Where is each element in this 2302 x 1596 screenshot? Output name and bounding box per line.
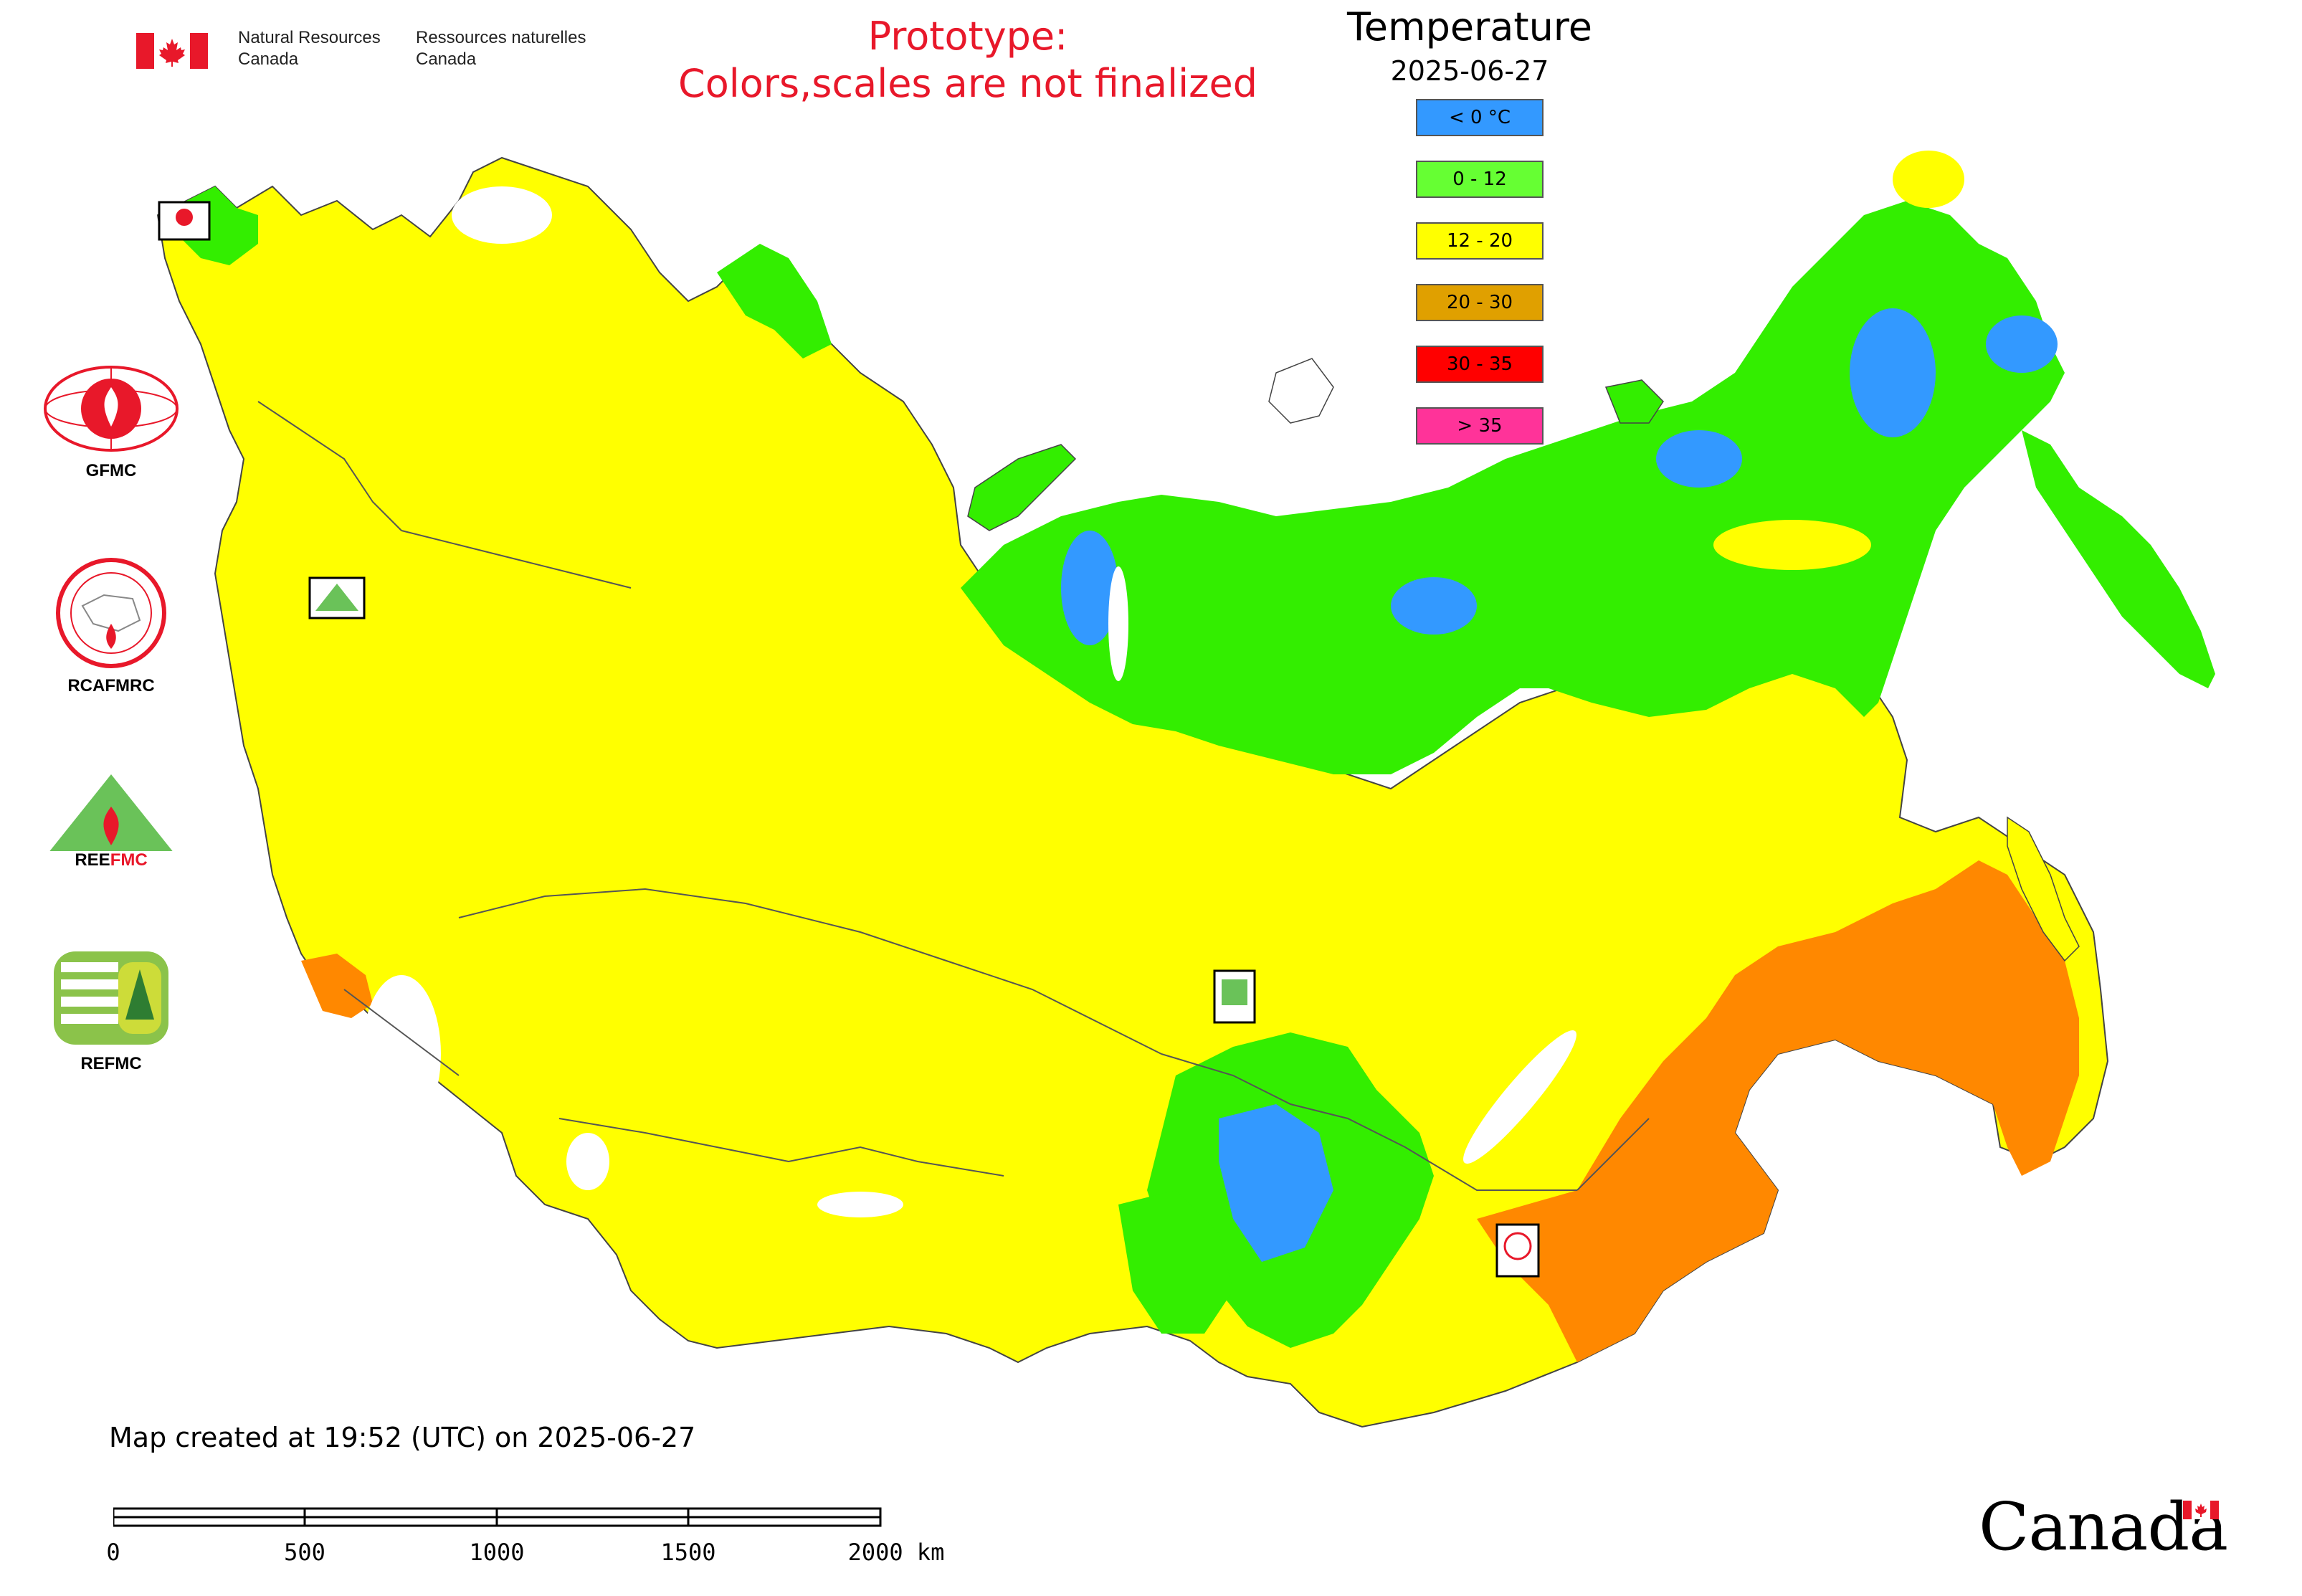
region-warm-north-patch [1713,520,1871,570]
reefmc-emblem-icon: REEFMC [32,774,190,870]
scale-label-2000: 2000 km [847,1539,945,1566]
wordmark-flag-icon [2183,1501,2219,1519]
rcafmrc-label: RCAFMRC [67,676,155,695]
white-sea [452,186,552,244]
region-mild-kamchatka [2022,430,2215,688]
legend-title: Temperature [1346,4,1593,49]
org-name-fr-line1: Ressources naturelles [416,28,586,47]
gfmc-emblem-icon [44,366,179,452]
org-name-fr-line2: Canada [416,49,477,69]
org-name-en: Natural Resources Canada [238,27,381,70]
legend-class-0-12: 0 - 12 [1416,161,1544,198]
legend-class-above-35: > 35 [1416,407,1544,445]
region-mild-nw [717,244,832,358]
map-marker-reefmc [308,576,366,619]
map-marker-refmc [1213,969,1256,1024]
legend-class-20-30: 20 - 30 [1416,284,1544,321]
region-mild-tianshan [1118,1190,1233,1334]
sakhalin [2007,816,2080,962]
refmc-emblem-icon [54,951,168,1045]
prototype-line1: Prototype: [867,14,1068,59]
region-cold-chukotka [1656,430,1742,488]
refmc-label: REFMC [80,1054,142,1073]
gfmc-label: GFMC [85,461,137,480]
prototype-notice: Prototype: Colors,scales are not finaliz… [609,13,1326,108]
region-warm-chukotka-tip [1893,151,1964,208]
refmc-logo: REFMC [29,948,194,1074]
org-name-fr: Ressources naturelles Canada [416,27,586,70]
balkhash-lake [817,1192,903,1217]
region-cold-yamal [1061,531,1118,645]
map-caption: Map created at 19:52 (UTC) on 2025-06-27 [109,1422,696,1453]
map-marker-gfmc [158,201,211,241]
lake-baikal [1463,1030,1576,1164]
rcafmrc-logo: RCAFMRC [29,556,194,696]
scale-label-0: 0 [106,1539,120,1566]
legend-class-below-0: < 0 °C [1416,99,1544,136]
scale-bar-graphic [113,1507,882,1527]
org-name-en-line2: Canada [238,49,299,69]
legend-class-12-20: 12 - 20 [1416,222,1544,260]
canada-wordmark: Canada [1979,1488,2228,1567]
region-cold-kolyma [1986,315,2058,373]
map-marker-rcafmrc [1495,1223,1540,1278]
canada-flag-icon [136,33,208,69]
legend-class-label: 20 - 30 [1446,292,1513,313]
internal-borders [257,401,1650,1191]
org-name-en-line1: Natural Resources [238,28,381,47]
legend-class-label: 30 - 35 [1446,353,1513,375]
aral-sea [566,1133,609,1190]
scale-bar: 0 500 1000 1500 2000 km [100,1498,975,1577]
region-hot-southeast [1477,860,2079,1362]
legend-date: 2025-06-27 [1390,55,1549,87]
gfmc-logo: GFMC [29,362,194,481]
legend-class-label: < 0 °C [1448,107,1511,128]
novaya-zemlya [967,444,1077,531]
region-hot-caucasus [301,954,373,1018]
caspian-sea [362,975,441,1133]
prototype-line2: Colors,scales are not finalized [678,61,1257,106]
region-cold-east [1850,308,1936,437]
scale-label-1000: 1000 [469,1539,525,1566]
reefmc-logo: REEFMC [29,771,194,881]
region-cold-taimyr [1391,577,1477,635]
svg-text:REEFMC: REEFMC [75,850,147,870]
region-mild-north-siberia [961,201,2065,774]
canada-wordmark-text: Canada [1979,1488,2228,1565]
legend-class-30-35: 30 - 35 [1416,346,1544,383]
severnaya-zemlya [1268,358,1334,424]
new-siberian-islands [1604,379,1664,424]
rcafmrc-emblem-icon [56,558,166,668]
legend-class-label: 12 - 20 [1446,230,1513,252]
legend-class-label: > 35 [1457,415,1503,437]
region-cold-altai [1219,1104,1333,1262]
scale-label-1500: 1500 [660,1539,716,1566]
scale-label-500: 500 [284,1539,325,1566]
gulf-of-ob [1108,566,1128,681]
nrcan-signature: Natural Resources Canada Ressources natu… [136,27,609,77]
legend-class-label: 0 - 12 [1452,168,1507,190]
